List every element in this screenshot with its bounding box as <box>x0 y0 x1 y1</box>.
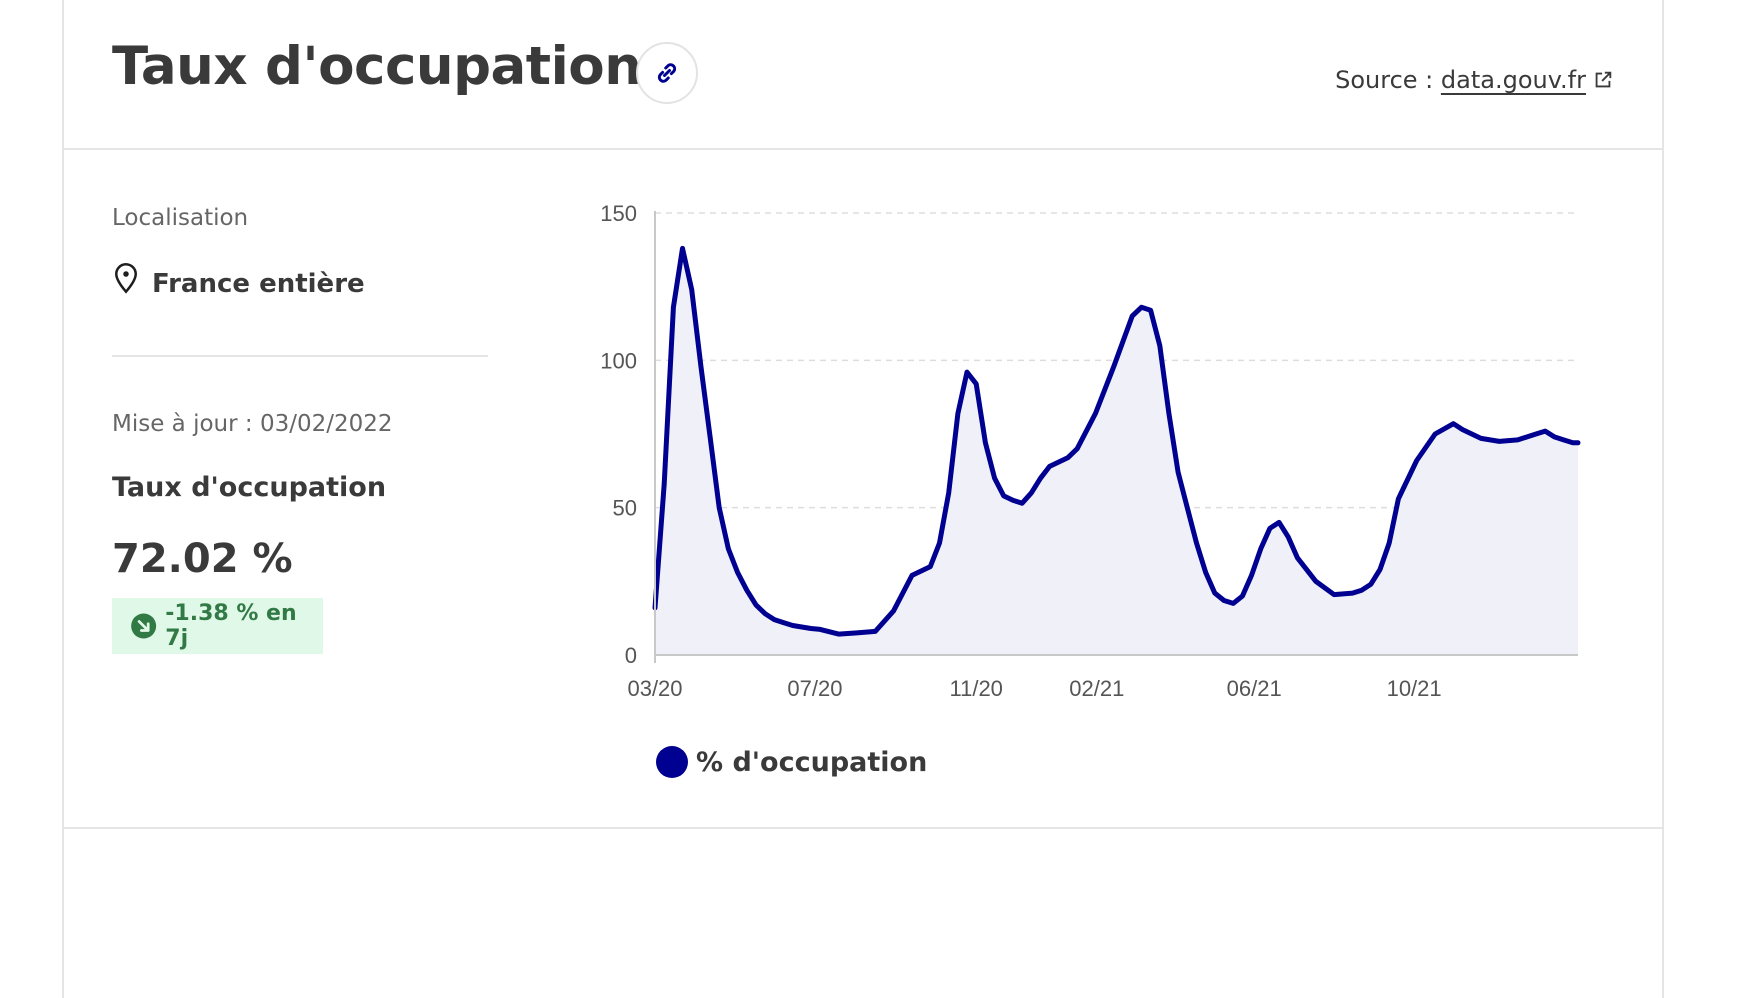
y-tick-label: 100 <box>600 348 637 373</box>
link-icon <box>657 63 677 83</box>
page-title: Taux d'occupation <box>112 36 642 97</box>
legend-label: % d'occupation <box>696 746 928 778</box>
sidebar-divider <box>112 355 488 357</box>
location-value: France entière <box>152 269 365 299</box>
copy-link-button[interactable] <box>636 42 698 104</box>
location-selector: France entière <box>112 262 365 299</box>
x-tick-label: 07/20 <box>787 676 842 701</box>
legend-swatch <box>656 746 688 778</box>
chart-card <box>62 0 1664 998</box>
chart-legend[interactable]: % d'occupation <box>656 746 927 778</box>
external-link-icon <box>1595 71 1612 88</box>
x-tick-label: 03/20 <box>627 676 682 701</box>
source-link[interactable]: data.gouv.fr <box>1441 66 1614 94</box>
header-divider <box>62 148 1664 150</box>
occupation-chart: 0 50 100 150 03/20 07/20 11/20 02/21 06/21 10/21 <box>600 201 1581 701</box>
x-tick-label: 06/21 <box>1227 676 1282 701</box>
source-link-text: data.gouv.fr <box>1440 66 1586 94</box>
location-label: Localisation <box>112 205 249 231</box>
source-attribution: Source : data.gouv.fr <box>1335 66 1614 94</box>
map-pin-icon <box>115 263 137 294</box>
y-tick-label: 150 <box>600 201 637 226</box>
x-tick-label: 10/21 <box>1387 676 1442 701</box>
series-area <box>655 248 1578 655</box>
source-prefix: Source : <box>1335 66 1434 94</box>
arrow-down-right-circle-icon <box>131 613 157 639</box>
x-tick-label: 11/20 <box>950 676 1003 701</box>
x-tick-label: 02/21 <box>1069 676 1124 701</box>
trend-badge: -1.38 % en 7j <box>112 598 323 654</box>
y-tick-label: 50 <box>613 496 637 521</box>
metric-name: Taux d'occupation <box>112 472 387 503</box>
metric-value: 72.02 % <box>112 536 293 582</box>
last-update-text: Mise à jour : 03/02/2022 <box>112 411 393 437</box>
y-tick-label: 0 <box>625 643 637 668</box>
footer-divider <box>62 827 1664 829</box>
series-line <box>652 245 1581 637</box>
trend-text: -1.38 % en 7j <box>165 601 297 651</box>
